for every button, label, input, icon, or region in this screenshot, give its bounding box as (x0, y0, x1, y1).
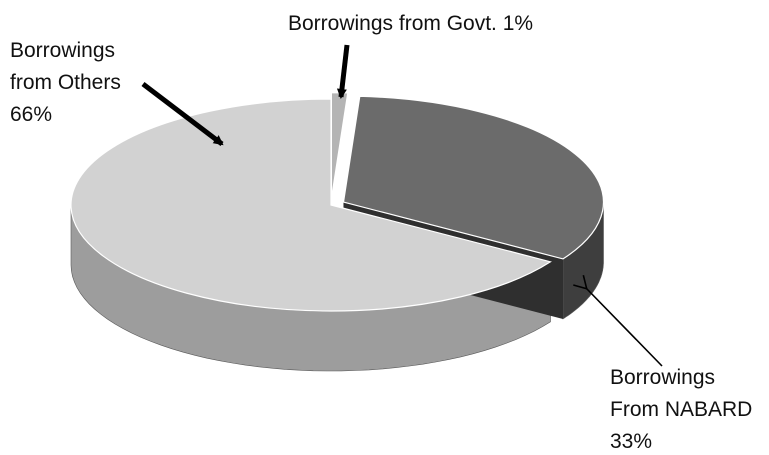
label-nabard-line-2: From NABARD (610, 398, 752, 421)
arrow-others (141, 82, 224, 146)
arrow-govt (336, 44, 350, 99)
label-govt-line-1: Borrowings from Govt. 1% (288, 12, 533, 35)
label-nabard: Borrowings From NABARD 33% (610, 366, 758, 453)
label-govt: Borrowings from Govt. 1% (288, 12, 533, 35)
arrow-nabard (573, 275, 663, 367)
label-others-line-1: Borrowings (10, 39, 115, 62)
slice-1 (342, 95, 605, 260)
label-others-line-3: 66% (10, 103, 52, 126)
label-others-line-2: from Others (10, 71, 121, 94)
label-others: Borrowings from Others 66% (10, 39, 127, 126)
label-nabard-line-1: Borrowings (610, 366, 715, 389)
label-nabard-line-3: 33% (610, 430, 652, 453)
slice-2 (70, 98, 552, 312)
slice-0 (330, 92, 349, 199)
slices-layer (70, 92, 605, 372)
